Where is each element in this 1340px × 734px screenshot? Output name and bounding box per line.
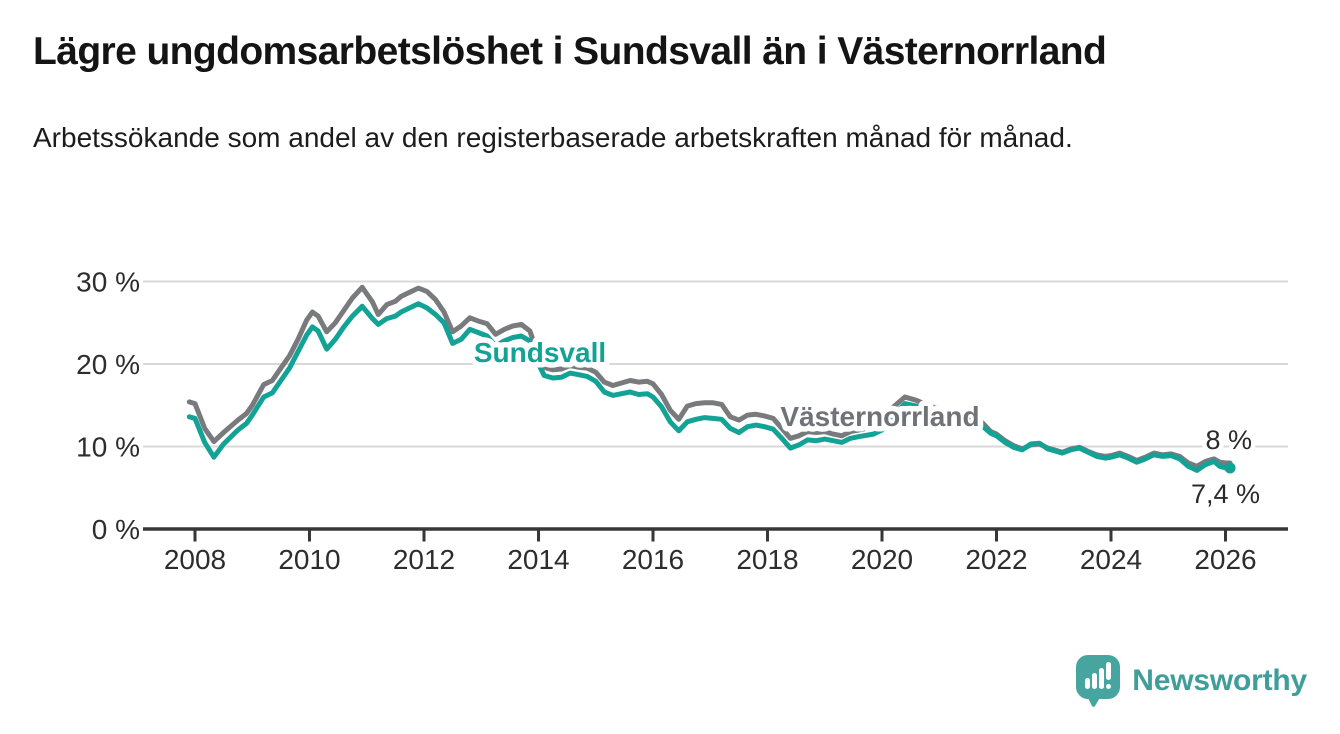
end-label-vasternorrland: 8 % xyxy=(1205,425,1252,455)
x-tick-label: 2026 xyxy=(1194,544,1256,575)
chart-subtitle: Arbetssökande som andel av den registerb… xyxy=(33,122,1073,153)
y-tick-label: 20 % xyxy=(76,349,140,380)
y-tick-label: 0 % xyxy=(92,514,140,545)
newsworthy-logo-icon xyxy=(1076,655,1121,707)
x-tick-label: 2024 xyxy=(1080,544,1142,575)
y-axis-labels: 0 % 10 % 20 % 30 % xyxy=(76,267,140,546)
x-tick-label: 2010 xyxy=(278,544,340,575)
x-axis-labels: 2008 2010 2012 2014 2016 2018 2020 2022 2024 2026 xyxy=(164,544,1257,575)
series-line-sundsvall xyxy=(186,301,1233,473)
series-label-vasternorrland: Västernorrland xyxy=(780,401,979,432)
series-line-vasternorrland xyxy=(186,284,1233,469)
newsworthy-logo: Newsworthy xyxy=(1075,654,1307,708)
sundsvall-end-dot xyxy=(1224,462,1236,474)
x-tick-label: 2022 xyxy=(965,544,1027,575)
x-tick-label: 2008 xyxy=(164,544,226,575)
line-chart: Västernorrland Sundsvall 8 % 7,4 % 2008 2… xyxy=(76,267,1288,575)
gridlines xyxy=(143,280,1288,448)
x-tick-label: 2016 xyxy=(622,544,684,575)
y-tick-label: 30 % xyxy=(76,267,140,298)
x-tick-label: 2014 xyxy=(507,544,569,575)
speech-bubble-tail xyxy=(1087,696,1102,707)
series-label-sundsvall: Sundsvall xyxy=(474,337,606,368)
end-label-sundsvall: 7,4 % xyxy=(1191,479,1260,509)
y-tick-label: 10 % xyxy=(76,432,140,463)
series-lines xyxy=(186,284,1236,474)
x-tick-label: 2020 xyxy=(851,544,913,575)
newsworthy-logo-text: Newsworthy xyxy=(1132,664,1307,697)
x-tick-label: 2018 xyxy=(736,544,798,575)
x-axis-ticks xyxy=(193,529,1227,542)
chart-title: Lägre ungdomsarbetslöshet i Sundsvall än… xyxy=(33,30,1107,73)
x-tick-label: 2012 xyxy=(393,544,455,575)
